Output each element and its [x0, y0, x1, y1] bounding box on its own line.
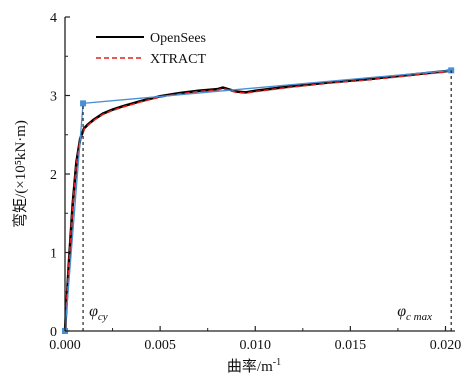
- x-axis-title-text: 曲率/m: [227, 358, 273, 375]
- y-tick-label: 3: [50, 90, 57, 105]
- y-tick-label: 0: [50, 325, 57, 340]
- reference-label: φcy: [89, 303, 108, 323]
- y-axis-title: 弯矩/(×10⁵kN·m): [12, 120, 29, 228]
- legend-label: XTRACT: [150, 52, 206, 67]
- x-tick-label: 0.015: [335, 338, 367, 353]
- legend: OpenSees XTRACT: [96, 31, 206, 67]
- data-layer: [62, 67, 455, 334]
- y-tick-label: 4: [50, 11, 57, 26]
- reference-label: φc max: [397, 303, 432, 323]
- series-line: [63, 69, 452, 332]
- reference-label-sub: c max: [406, 311, 432, 323]
- y-tick-label: 2: [50, 168, 57, 183]
- x-tick-label: 0.005: [144, 338, 176, 353]
- axes: 0.000 0.005 0.010 0.015 0.020 0 1 2 3 4 曲率/m-1 弯矩/(…: [12, 11, 461, 375]
- x-axis-title-sup: -1: [273, 357, 281, 368]
- legend-label: OpenSees: [150, 31, 206, 46]
- reference-label-sub: cy: [98, 311, 108, 323]
- annotations: φcy φc max: [82, 70, 452, 331]
- data-point: [80, 100, 87, 107]
- x-tick-label: 0.000: [49, 338, 81, 353]
- reference-label-symbol: φ: [397, 303, 406, 320]
- data-point: [448, 67, 455, 74]
- series-line: [64, 69, 452, 332]
- series-line: [64, 70, 452, 332]
- x-tick-label: 0.010: [239, 338, 271, 353]
- reference-label-symbol: φ: [89, 303, 98, 320]
- x-tick-label: 0.020: [430, 338, 462, 353]
- y-tick-label: 1: [50, 247, 57, 262]
- x-axis-title: 曲率/m-1: [227, 357, 281, 375]
